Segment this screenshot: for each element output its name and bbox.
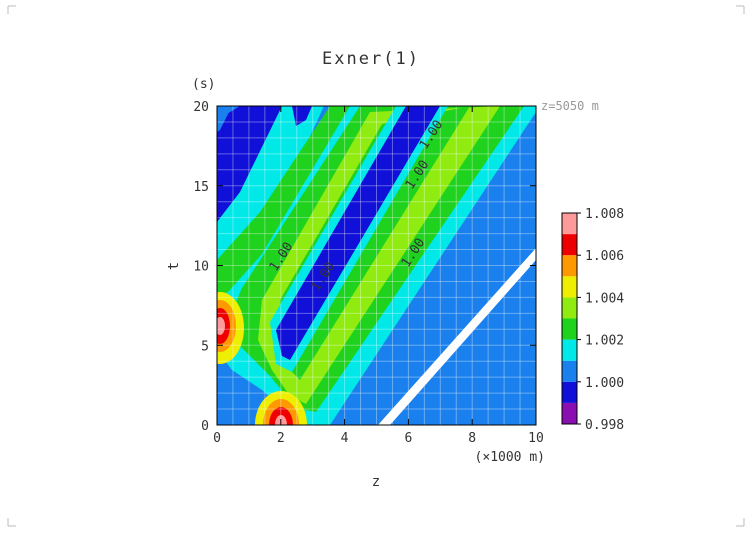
wave-left-blue-upper <box>217 106 232 132</box>
wave-left-blue <box>217 106 282 222</box>
x-tick-label: 0 <box>213 431 221 446</box>
upper-green-band <box>217 106 350 296</box>
colorbar-tick-label: 1.006 <box>585 249 624 264</box>
y-axis: 0 5 10 15 20 <box>193 100 536 434</box>
colorbar-swatch <box>562 255 577 277</box>
colorbar-swatch <box>562 297 577 319</box>
x-tick-label: 8 <box>468 431 476 446</box>
colorbar-swatch <box>562 339 577 361</box>
contour-field <box>217 106 536 425</box>
y-tick-label: 10 <box>193 260 209 275</box>
crop-marks <box>7 5 745 527</box>
colorbar-swatch <box>562 213 577 235</box>
z-annotation: z=5050 m <box>541 99 599 113</box>
y-tick-label: 20 <box>193 100 209 115</box>
colorbar-swatch <box>562 402 577 424</box>
y-unit-label: (s) <box>192 77 215 92</box>
colorbar: 0.998 1.000 1.002 1.004 1.006 1.008 <box>561 207 624 433</box>
colorbar-tick-label: 1.002 <box>585 334 624 349</box>
wave-left-blue-2 <box>292 106 312 126</box>
x-unit-label: (×1000 m) <box>475 450 545 465</box>
colorbar-swatch <box>562 381 577 403</box>
wave-right-green-inner <box>280 106 470 380</box>
x-tick-label: 2 <box>277 431 285 446</box>
colorbar-swatch <box>562 360 577 382</box>
x-tick-label: 6 <box>404 431 412 446</box>
blob-left-pink <box>217 317 225 335</box>
x-tick-label: 4 <box>341 431 349 446</box>
wave-trough-blue <box>276 106 440 360</box>
x-tick-label: 10 <box>528 431 544 446</box>
colorbar-tick-label: 1.004 <box>585 291 624 306</box>
y-tick-label: 0 <box>201 419 209 434</box>
colorbar-tick-label: 1.000 <box>585 376 624 391</box>
colorbar-tick-label: 1.008 <box>585 207 624 222</box>
x-axis-label: z <box>372 474 380 490</box>
grid-lines <box>217 106 536 425</box>
white-gap-region <box>378 248 536 425</box>
x-axis: 0 2 4 6 8 10 <box>213 106 544 446</box>
colorbar-swatch <box>562 276 577 298</box>
y-tick-label: 15 <box>193 180 209 195</box>
y-axis-label: t <box>166 262 182 270</box>
colorbar-tick-label: 0.998 <box>585 418 624 433</box>
colorbar-swatch <box>562 318 577 340</box>
colorbar-frame <box>561 212 578 425</box>
y-tick-label: 5 <box>201 339 209 354</box>
chart-title: Exner(1) <box>322 49 420 69</box>
colorbar-swatch <box>562 234 577 256</box>
